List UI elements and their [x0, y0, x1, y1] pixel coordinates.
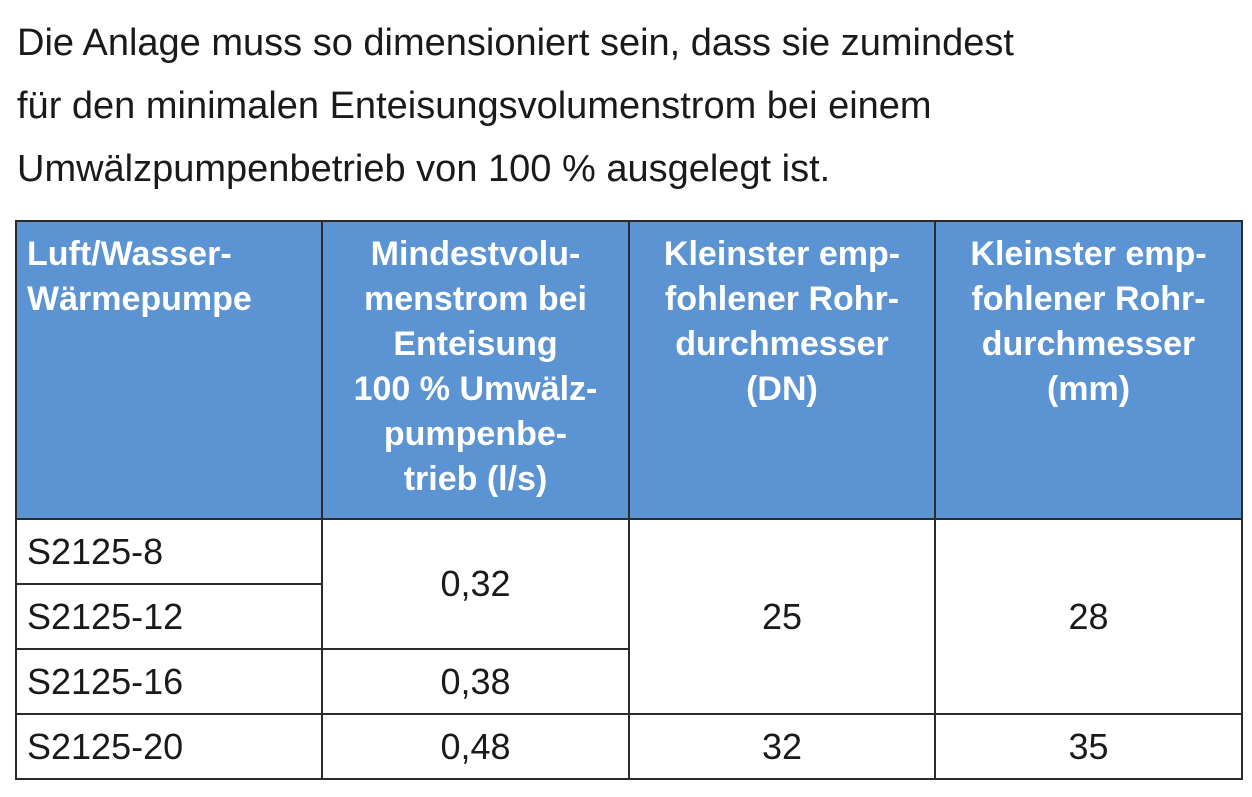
- text-line: pumpenbe-: [383, 415, 568, 453]
- text-line: trieb (l/s): [403, 460, 548, 498]
- text-line: Mindestvolu-: [370, 235, 581, 273]
- text-line: Luft/Wasser-: [27, 235, 232, 273]
- text-line: fohlener Rohr-: [664, 280, 900, 318]
- cell: S2125-16: [15, 648, 323, 715]
- cell: 32: [628, 713, 936, 780]
- row: S2125-16 0,38: [15, 648, 1242, 715]
- text-line: 100 % Umwälz-: [353, 370, 598, 408]
- text-line: Wärmepumpe: [27, 280, 252, 318]
- header-cell: Kleinster emp-fohlener Rohr-durchmesser (…: [934, 220, 1243, 520]
- paragraph: Die Anlage muss so dimensioniert sein, d…: [17, 12, 1014, 201]
- text-line: Kleinster emp-: [970, 235, 1207, 273]
- header-cell: Luft/Wasser- Wärmepumpe: [15, 220, 323, 520]
- text-line: durchmesser: [981, 325, 1196, 363]
- header-row: Luft/Wasser- Wärmepumpe Mindestvolu-menst…: [15, 220, 1243, 520]
- cell: S2125-8: [15, 518, 323, 585]
- cell: 25: [628, 518, 936, 715]
- header-cell: Mindestvolu-menstrom bei Enteisung 100 % U…: [321, 220, 630, 520]
- text-line: menstrom bei: [364, 280, 587, 318]
- header-cell: Kleinster emp-fohlener Rohr-durchmesser (…: [628, 220, 936, 520]
- cell: 0,48: [321, 713, 630, 780]
- row: S2125-12: [15, 583, 1242, 650]
- text-line: Kleinster emp-: [663, 235, 901, 273]
- text-line: durchmesser: [675, 325, 889, 363]
- cell: 0,38: [321, 648, 630, 715]
- table: Luft/Wasser- Wärmepumpe Mindestvolu-menst…: [15, 220, 1243, 780]
- text-line: (DN): [746, 370, 818, 408]
- text-line: Enteisung: [393, 325, 558, 363]
- text-line: für den minimalen Enteisungsvolumenstrom…: [17, 85, 932, 127]
- cell: S2125-20: [15, 713, 323, 780]
- row: S2125-8 0,32 25 28: [15, 518, 1243, 715]
- row: S2125-20 0,48 32 35: [15, 713, 1243, 780]
- cell: 28: [934, 518, 1243, 715]
- cell: 35: [934, 713, 1243, 780]
- text-line: fohlener Rohr-: [971, 280, 1206, 318]
- text-line: Umwälzpumpenbetrieb von 100 % ausgelegt …: [17, 148, 831, 190]
- cell: 0,32: [321, 518, 630, 650]
- text-line: Die Anlage muss so dimensioniert sein, d…: [17, 22, 1014, 64]
- text-line: (mm): [1046, 370, 1131, 408]
- cell: S2125-12: [15, 583, 323, 650]
